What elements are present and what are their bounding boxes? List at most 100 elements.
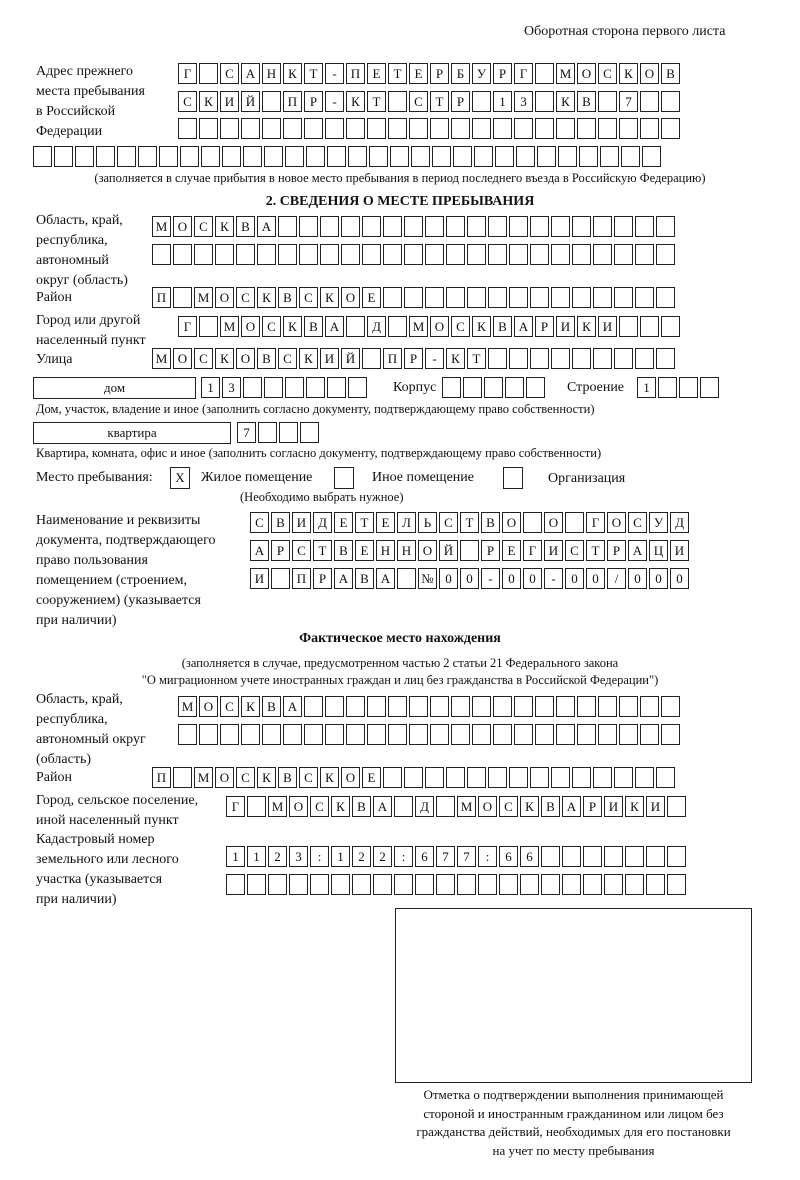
char-cell[interactable]: 3	[514, 91, 533, 112]
char-cell[interactable]	[241, 724, 260, 745]
char-cell[interactable]	[472, 91, 491, 112]
char-cell[interactable]	[220, 724, 239, 745]
char-cell[interactable]	[583, 846, 602, 867]
char-cell[interactable]: Д	[670, 512, 689, 533]
char-cell[interactable]: О	[502, 512, 521, 533]
char-cell[interactable]	[278, 244, 297, 265]
char-cell[interactable]: -	[325, 91, 344, 112]
char-cell[interactable]	[551, 216, 570, 237]
char-cell[interactable]	[530, 216, 549, 237]
char-cell[interactable]: С	[220, 63, 239, 84]
char-cell[interactable]: А	[514, 316, 533, 337]
char-cell[interactable]: С	[194, 348, 213, 369]
char-cell[interactable]: Т	[355, 512, 374, 533]
char-cell[interactable]	[656, 244, 675, 265]
char-cell[interactable]: Р	[493, 63, 512, 84]
char-cell[interactable]	[551, 348, 570, 369]
char-cell[interactable]	[551, 287, 570, 308]
char-cell[interactable]: Н	[262, 63, 281, 84]
char-cell[interactable]	[472, 118, 491, 139]
char-cell[interactable]: Т	[586, 540, 605, 561]
char-cell[interactable]	[565, 512, 584, 533]
char-cell[interactable]: П	[346, 63, 365, 84]
char-cell[interactable]	[577, 118, 596, 139]
stay-checkbox-organization[interactable]	[503, 467, 523, 489]
char-cell[interactable]: С	[220, 696, 239, 717]
char-cell[interactable]: К	[520, 796, 539, 817]
char-cell[interactable]: :	[478, 846, 497, 867]
char-cell[interactable]: С	[451, 316, 470, 337]
char-cell[interactable]	[367, 118, 386, 139]
char-cell[interactable]: 0	[460, 568, 479, 589]
char-cell[interactable]	[598, 91, 617, 112]
char-cell[interactable]	[432, 146, 451, 167]
char-cell[interactable]	[388, 118, 407, 139]
char-cell[interactable]: -	[325, 63, 344, 84]
char-cell[interactable]	[635, 767, 654, 788]
char-cell[interactable]	[646, 846, 665, 867]
char-cell[interactable]	[409, 724, 428, 745]
char-cell[interactable]	[509, 287, 528, 308]
char-cell[interactable]	[415, 874, 434, 895]
char-cell[interactable]: 0	[670, 568, 689, 589]
char-cell[interactable]	[661, 316, 680, 337]
char-cell[interactable]	[467, 216, 486, 237]
char-cell[interactable]	[306, 377, 325, 398]
char-cell[interactable]	[488, 216, 507, 237]
char-cell[interactable]	[325, 696, 344, 717]
char-cell[interactable]	[310, 874, 329, 895]
char-cell[interactable]: 0	[649, 568, 668, 589]
char-cell[interactable]: К	[215, 348, 234, 369]
char-cell[interactable]: С	[565, 540, 584, 561]
char-cell[interactable]	[516, 146, 535, 167]
char-cell[interactable]: Е	[362, 767, 381, 788]
char-cell[interactable]	[96, 146, 115, 167]
char-cell[interactable]	[551, 767, 570, 788]
char-cell[interactable]	[514, 696, 533, 717]
char-cell[interactable]: К	[241, 696, 260, 717]
char-cell[interactable]	[194, 244, 213, 265]
char-cell[interactable]: И	[220, 91, 239, 112]
char-cell[interactable]	[341, 244, 360, 265]
char-cell[interactable]: С	[628, 512, 647, 533]
char-cell[interactable]	[556, 118, 575, 139]
char-cell[interactable]: И	[598, 316, 617, 337]
char-cell[interactable]	[404, 767, 423, 788]
char-cell[interactable]: О	[544, 512, 563, 533]
char-cell[interactable]	[199, 63, 218, 84]
char-cell[interactable]: 1	[331, 846, 350, 867]
char-cell[interactable]	[268, 874, 287, 895]
char-cell[interactable]: П	[152, 287, 171, 308]
char-cell[interactable]	[505, 377, 524, 398]
char-cell[interactable]	[446, 287, 465, 308]
char-cell[interactable]	[572, 216, 591, 237]
char-cell[interactable]: Р	[583, 796, 602, 817]
char-cell[interactable]: 0	[628, 568, 647, 589]
char-cell[interactable]: К	[331, 796, 350, 817]
char-cell[interactable]	[640, 724, 659, 745]
char-cell[interactable]: Р	[481, 540, 500, 561]
char-cell[interactable]: Р	[304, 91, 323, 112]
char-cell[interactable]: С	[439, 512, 458, 533]
char-cell[interactable]	[199, 316, 218, 337]
char-cell[interactable]: А	[283, 696, 302, 717]
char-cell[interactable]	[257, 244, 276, 265]
char-cell[interactable]	[341, 216, 360, 237]
char-cell[interactable]: К	[257, 767, 276, 788]
char-cell[interactable]: С	[310, 796, 329, 817]
char-cell[interactable]	[397, 568, 416, 589]
char-cell[interactable]: 7	[436, 846, 455, 867]
char-cell[interactable]	[625, 874, 644, 895]
char-cell[interactable]	[474, 146, 493, 167]
char-cell[interactable]: О	[173, 216, 192, 237]
char-cell[interactable]: П	[292, 568, 311, 589]
char-cell[interactable]	[362, 348, 381, 369]
char-cell[interactable]: А	[628, 540, 647, 561]
char-cell[interactable]: /	[607, 568, 626, 589]
char-cell[interactable]: Д	[313, 512, 332, 533]
